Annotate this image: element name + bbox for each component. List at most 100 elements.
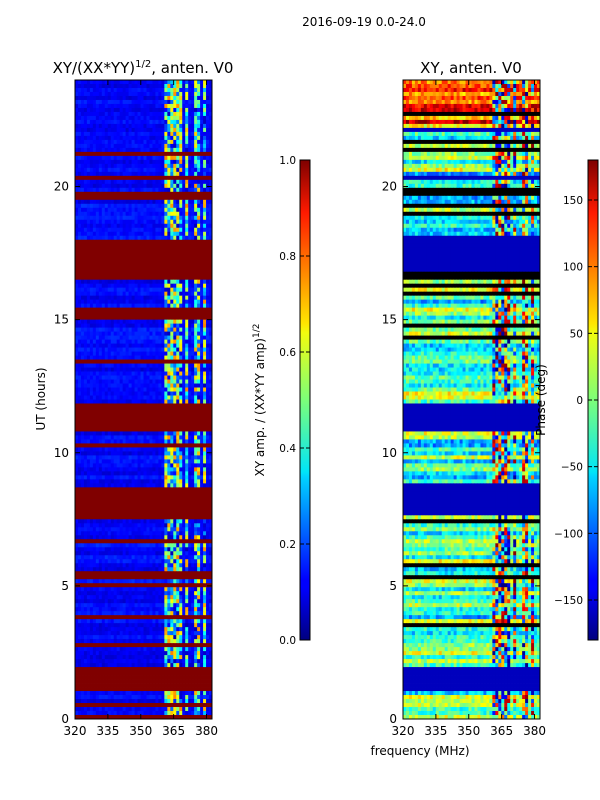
- heatmap-cell: [120, 324, 123, 328]
- heatmap-cell: [81, 160, 84, 164]
- heatmap-cell: [117, 491, 120, 495]
- heatmap-cell: [144, 272, 147, 276]
- heatmap-cell: [78, 439, 81, 443]
- heatmap-cell: [179, 392, 182, 396]
- heatmap-cell: [132, 300, 135, 304]
- heatmap-cell: [117, 188, 120, 192]
- heatmap-cell: [191, 164, 194, 168]
- heatmap-cell: [191, 156, 194, 160]
- heatmap-cell: [81, 312, 84, 316]
- heatmap-cell: [149, 96, 152, 100]
- heatmap-cell: [170, 467, 173, 471]
- heatmap-cell: [161, 204, 164, 208]
- heatmap-cell: [126, 431, 129, 435]
- heatmap-cell: [158, 280, 161, 284]
- heatmap-cell: [102, 431, 105, 435]
- heatmap-cell: [114, 252, 117, 256]
- heatmap-cell: [155, 455, 158, 459]
- heatmap-cell: [176, 256, 179, 260]
- heatmap-cell: [158, 232, 161, 236]
- heatmap-cell: [81, 276, 84, 280]
- heatmap-cell: [93, 411, 96, 415]
- heatmap-cell: [120, 188, 123, 192]
- heatmap-cell: [90, 84, 93, 88]
- heatmap-cell: [161, 495, 164, 499]
- heatmap-cell: [126, 196, 129, 200]
- heatmap-cell: [105, 200, 108, 204]
- heatmap-cell: [117, 427, 120, 431]
- heatmap-cell: [200, 208, 203, 212]
- heatmap-cell: [126, 491, 129, 495]
- heatmap-cell: [96, 467, 99, 471]
- heatmap-cell: [149, 447, 152, 451]
- heatmap-cell: [126, 140, 129, 144]
- heatmap-cell: [87, 312, 90, 316]
- heatmap-cell: [111, 240, 114, 244]
- heatmap-cell: [105, 148, 108, 152]
- heatmap-cell: [164, 104, 167, 108]
- heatmap-cell: [93, 192, 96, 196]
- heatmap-cell: [206, 368, 209, 372]
- heatmap-cell: [105, 172, 108, 176]
- heatmap-cell: [81, 264, 84, 268]
- heatmap-cell: [120, 356, 123, 360]
- heatmap-cell: [176, 392, 179, 396]
- heatmap-cell: [96, 284, 99, 288]
- heatmap-cell: [149, 344, 152, 348]
- heatmap-cell: [81, 332, 84, 336]
- heatmap-cell: [102, 427, 105, 431]
- heatmap-cell: [132, 344, 135, 348]
- heatmap-cell: [81, 248, 84, 252]
- heatmap-cell: [176, 196, 179, 200]
- heatmap-cell: [78, 364, 81, 368]
- heatmap-cell: [78, 260, 81, 264]
- heatmap-cell: [161, 455, 164, 459]
- heatmap-cell: [206, 503, 209, 507]
- heatmap-cell: [170, 96, 173, 100]
- heatmap-cell: [206, 459, 209, 463]
- heatmap-cell: [167, 152, 170, 156]
- heatmap-cell: [93, 216, 96, 220]
- heatmap-cell: [126, 168, 129, 172]
- heatmap-cell: [188, 296, 191, 300]
- heatmap-cell: [90, 304, 93, 308]
- heatmap-cell: [191, 455, 194, 459]
- heatmap-cell: [206, 360, 209, 364]
- heatmap-cell: [120, 348, 123, 352]
- heatmap-cell: [138, 320, 141, 324]
- heatmap-cell: [120, 280, 123, 284]
- heatmap-cell: [197, 308, 200, 312]
- heatmap-cell: [129, 92, 132, 96]
- heatmap-cell: [120, 88, 123, 92]
- heatmap-cell: [132, 216, 135, 220]
- heatmap-cell: [206, 467, 209, 471]
- heatmap-cell: [170, 380, 173, 384]
- heatmap-cell: [120, 435, 123, 439]
- heatmap-cell: [87, 499, 90, 503]
- heatmap-cell: [90, 160, 93, 164]
- heatmap-cell: [170, 220, 173, 224]
- heatmap-cell: [146, 108, 149, 112]
- heatmap-cell: [173, 503, 176, 507]
- heatmap-cell: [197, 336, 200, 340]
- heatmap-cell: [161, 376, 164, 380]
- heatmap-cell: [78, 415, 81, 419]
- heatmap-cell: [129, 120, 132, 124]
- heatmap-cell: [141, 108, 144, 112]
- heatmap-cell: [206, 336, 209, 340]
- heatmap-cell: [188, 499, 191, 503]
- heatmap-cell: [144, 172, 147, 176]
- heatmap-cell: [108, 232, 111, 236]
- heatmap-cell: [152, 396, 155, 400]
- heatmap-cell: [102, 100, 105, 104]
- heatmap-cell: [144, 356, 147, 360]
- heatmap-cell: [182, 204, 185, 208]
- heatmap-cell: [87, 292, 90, 296]
- heatmap-cell: [108, 407, 111, 411]
- heatmap-cell: [135, 431, 138, 435]
- heatmap-cell: [102, 340, 105, 344]
- heatmap-cell: [90, 344, 93, 348]
- heatmap-cell: [185, 168, 188, 172]
- heatmap-cell: [146, 112, 149, 116]
- heatmap-cell: [108, 308, 111, 312]
